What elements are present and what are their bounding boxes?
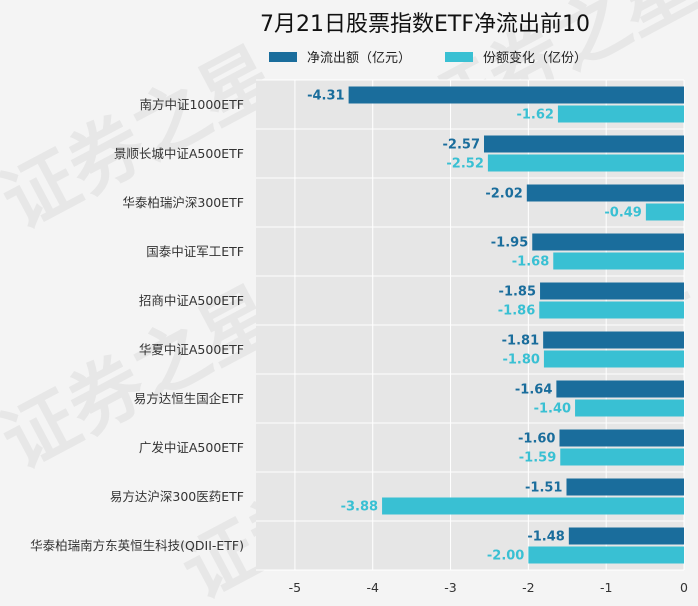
bar-value-label: -1.80 bbox=[502, 353, 539, 368]
bar-net-outflow bbox=[526, 184, 684, 202]
bar-share-change bbox=[543, 350, 684, 368]
watermark-text: 证券之星 bbox=[0, 31, 290, 246]
bar-value-label: -1.51 bbox=[525, 481, 562, 496]
bar-net-outflow bbox=[559, 429, 684, 447]
category-label: 华泰柏瑞南方东英恒生科技(QDII-ETF) bbox=[30, 538, 244, 553]
bar-net-outflow bbox=[566, 478, 684, 496]
x-tick-label: -3 bbox=[444, 580, 456, 595]
bar-value-label: -1.85 bbox=[499, 285, 536, 300]
x-tick-label: 0 bbox=[680, 580, 688, 595]
x-tick-label: -1 bbox=[600, 580, 612, 595]
bar-share-change bbox=[487, 154, 684, 172]
category-label: 国泰中证军工ETF bbox=[146, 244, 244, 259]
bar-value-label: -1.62 bbox=[516, 108, 553, 123]
bar-net-outflow bbox=[543, 331, 684, 349]
bars-layer bbox=[348, 86, 684, 564]
bar-net-outflow bbox=[484, 135, 684, 153]
labels-layer: -4.31 -1.62 南方中证1000ETF -2.57 -2.52 景顺长城中证A50… bbox=[30, 89, 642, 564]
bar-value-label: -1.60 bbox=[518, 432, 555, 447]
bar-value-label: -1.59 bbox=[519, 451, 556, 466]
x-tick-label: -5 bbox=[289, 580, 301, 595]
bar-share-change bbox=[539, 301, 684, 319]
bar-net-outflow bbox=[532, 233, 684, 251]
legend-label: 净流出额（亿元） bbox=[307, 51, 411, 66]
bar-share-change bbox=[553, 252, 684, 270]
category-label: 易方达恒生国企ETF bbox=[134, 391, 244, 406]
legend-swatch bbox=[269, 52, 297, 62]
bar-value-label: -3.88 bbox=[341, 500, 378, 515]
legend-swatch bbox=[445, 52, 473, 62]
category-label: 广发中证A500ETF bbox=[139, 440, 244, 455]
bar-value-label: -1.95 bbox=[491, 236, 528, 251]
bar-share-change bbox=[575, 399, 684, 417]
bar-value-label: -0.49 bbox=[604, 206, 641, 221]
bar-value-label: -1.81 bbox=[502, 334, 539, 349]
bar-share-change bbox=[560, 448, 684, 466]
bar-value-label: -1.64 bbox=[515, 383, 552, 398]
bar-net-outflow bbox=[348, 86, 684, 104]
bar-net-outflow bbox=[556, 380, 684, 398]
category-label: 华夏中证A500ETF bbox=[139, 342, 244, 357]
category-label: 华泰柏瑞沪深300ETF bbox=[122, 195, 244, 210]
bar-share-change bbox=[557, 105, 684, 123]
bar-share-change bbox=[645, 203, 684, 221]
bar-value-label: -1.48 bbox=[527, 530, 564, 545]
category-label: 招商中证A500ETF bbox=[139, 293, 244, 308]
chart-title: 7月21日股票指数ETF净流出前10 bbox=[260, 12, 590, 37]
bar-value-label: -2.02 bbox=[485, 187, 522, 202]
category-label: 景顺长城中证A500ETF bbox=[114, 146, 244, 161]
bar-value-label: -2.00 bbox=[487, 549, 524, 564]
category-label: 南方中证1000ETF bbox=[139, 97, 244, 112]
bar-value-label: -1.86 bbox=[498, 304, 535, 319]
bar-net-outflow bbox=[540, 282, 684, 300]
bar-share-change bbox=[382, 497, 684, 515]
legend-label: 份额变化（亿份） bbox=[483, 50, 587, 66]
bar-net-outflow bbox=[568, 527, 684, 545]
legend: 净流出额（亿元） 份额变化（亿份） bbox=[269, 50, 587, 66]
bar-share-change bbox=[528, 546, 684, 564]
x-tick-label: -4 bbox=[366, 580, 379, 595]
bar-value-label: -4.31 bbox=[307, 89, 344, 104]
x-tick-label: -2 bbox=[522, 580, 534, 595]
bar-value-label: -1.40 bbox=[534, 402, 571, 417]
bar-value-label: -2.52 bbox=[446, 157, 483, 172]
axis-layer: -5 -4 -3 -2 -1 0 bbox=[289, 580, 688, 595]
bar-value-label: -1.68 bbox=[512, 255, 549, 270]
bar-value-label: -2.57 bbox=[443, 138, 480, 153]
category-label: 易方达沪深300医药ETF bbox=[110, 489, 244, 504]
